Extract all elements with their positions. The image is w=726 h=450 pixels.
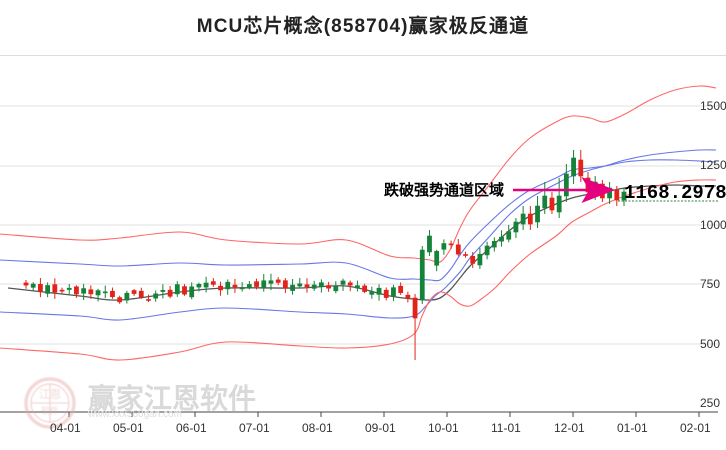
svg-text:江恩: 江恩 [39,388,61,401]
svg-text:软件: 软件 [41,405,59,416]
svg-text:www.xxx360gan.com: www.xxx360gan.com [87,409,182,420]
